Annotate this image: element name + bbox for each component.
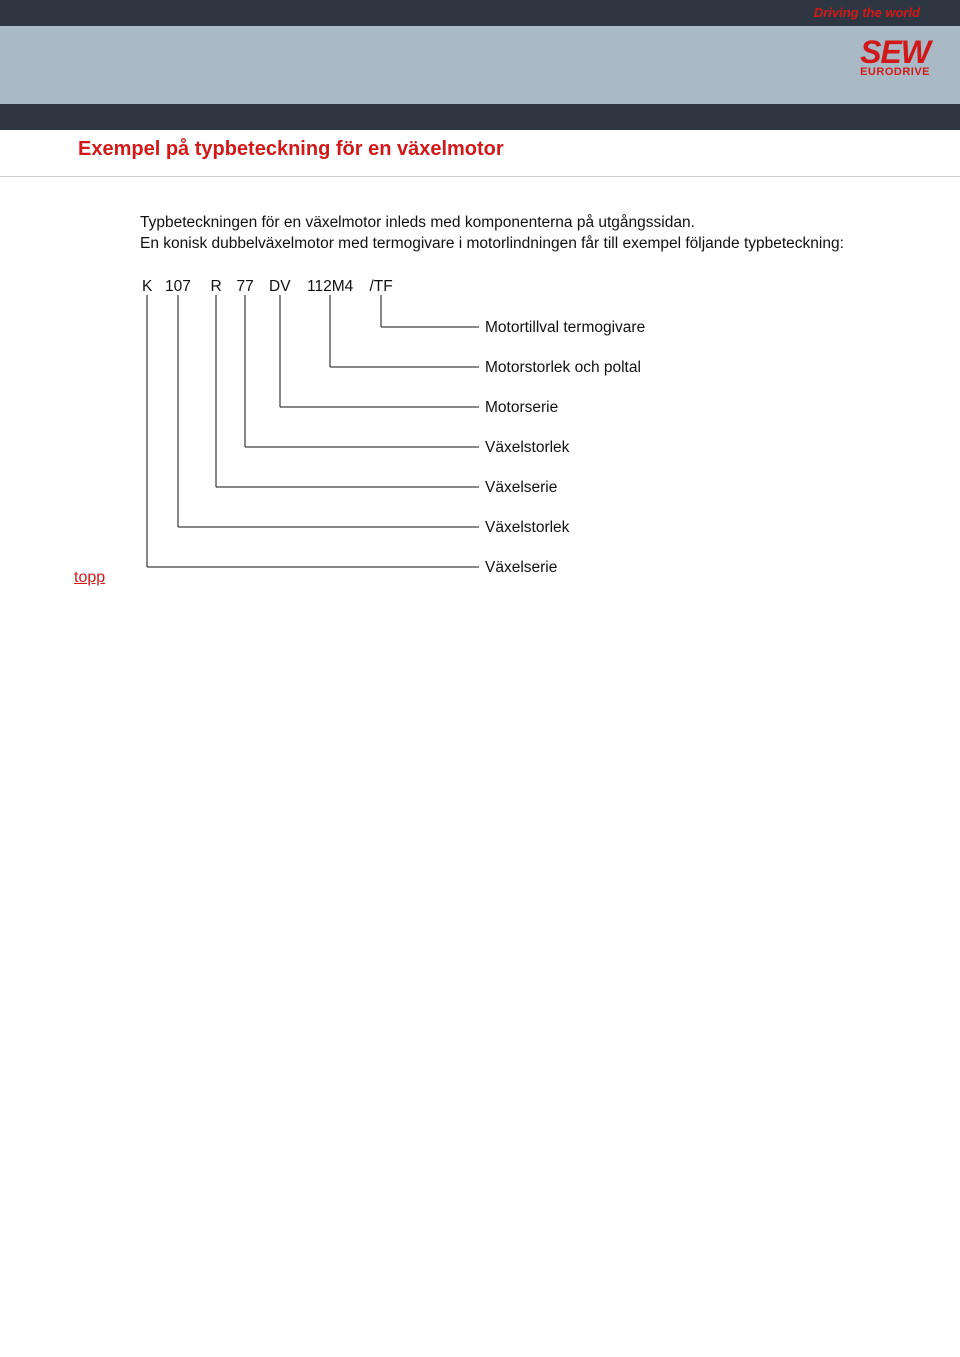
code-part: R bbox=[211, 277, 222, 298]
diagram-label: Motorstorlek och poltal bbox=[485, 358, 641, 379]
diagram-label: Motortillval termogivare bbox=[485, 318, 645, 339]
diagram-label: Växelserie bbox=[485, 558, 557, 579]
code-part: K bbox=[142, 277, 152, 298]
intro-line-2: En konisk dubbelväxelmotor med termogiva… bbox=[140, 234, 900, 255]
diagram-label: Växelserie bbox=[485, 478, 557, 499]
brand-logo-main: SEW bbox=[860, 38, 930, 66]
code-part: DV bbox=[269, 277, 291, 298]
diagram-label: Växelstorlek bbox=[485, 518, 569, 539]
section-title-wrap: Exempel på typbeteckning för en växelmot… bbox=[0, 130, 960, 176]
tagline-text: Driving the world bbox=[814, 0, 920, 26]
topp-link[interactable]: topp bbox=[74, 567, 105, 589]
header-light-bar: SEW EURODRIVE bbox=[0, 26, 960, 104]
brand-logo-sub: EURODRIVE bbox=[860, 66, 930, 78]
section-title: Exempel på typbeteckning för en växelmot… bbox=[78, 138, 960, 161]
type-designation-diagram: topp K107R77DV112M4/TFMotortillval termo… bbox=[140, 277, 900, 617]
content: Typbeteckningen för en växelmotor inleds… bbox=[0, 177, 960, 617]
code-part: 77 bbox=[237, 277, 254, 298]
code-part: 112M4 bbox=[307, 277, 353, 298]
intro-line-1: Typbeteckningen för en växelmotor inleds… bbox=[140, 213, 900, 234]
diagram-label: Växelstorlek bbox=[485, 438, 569, 459]
mid-dark-bar bbox=[0, 104, 960, 130]
code-part: /TF bbox=[370, 277, 393, 298]
code-part: 107 bbox=[165, 277, 191, 298]
diagram-label: Motorserie bbox=[485, 398, 558, 419]
brand-logo: SEW EURODRIVE bbox=[860, 38, 930, 78]
top-dark-bar: Driving the world bbox=[0, 0, 960, 26]
